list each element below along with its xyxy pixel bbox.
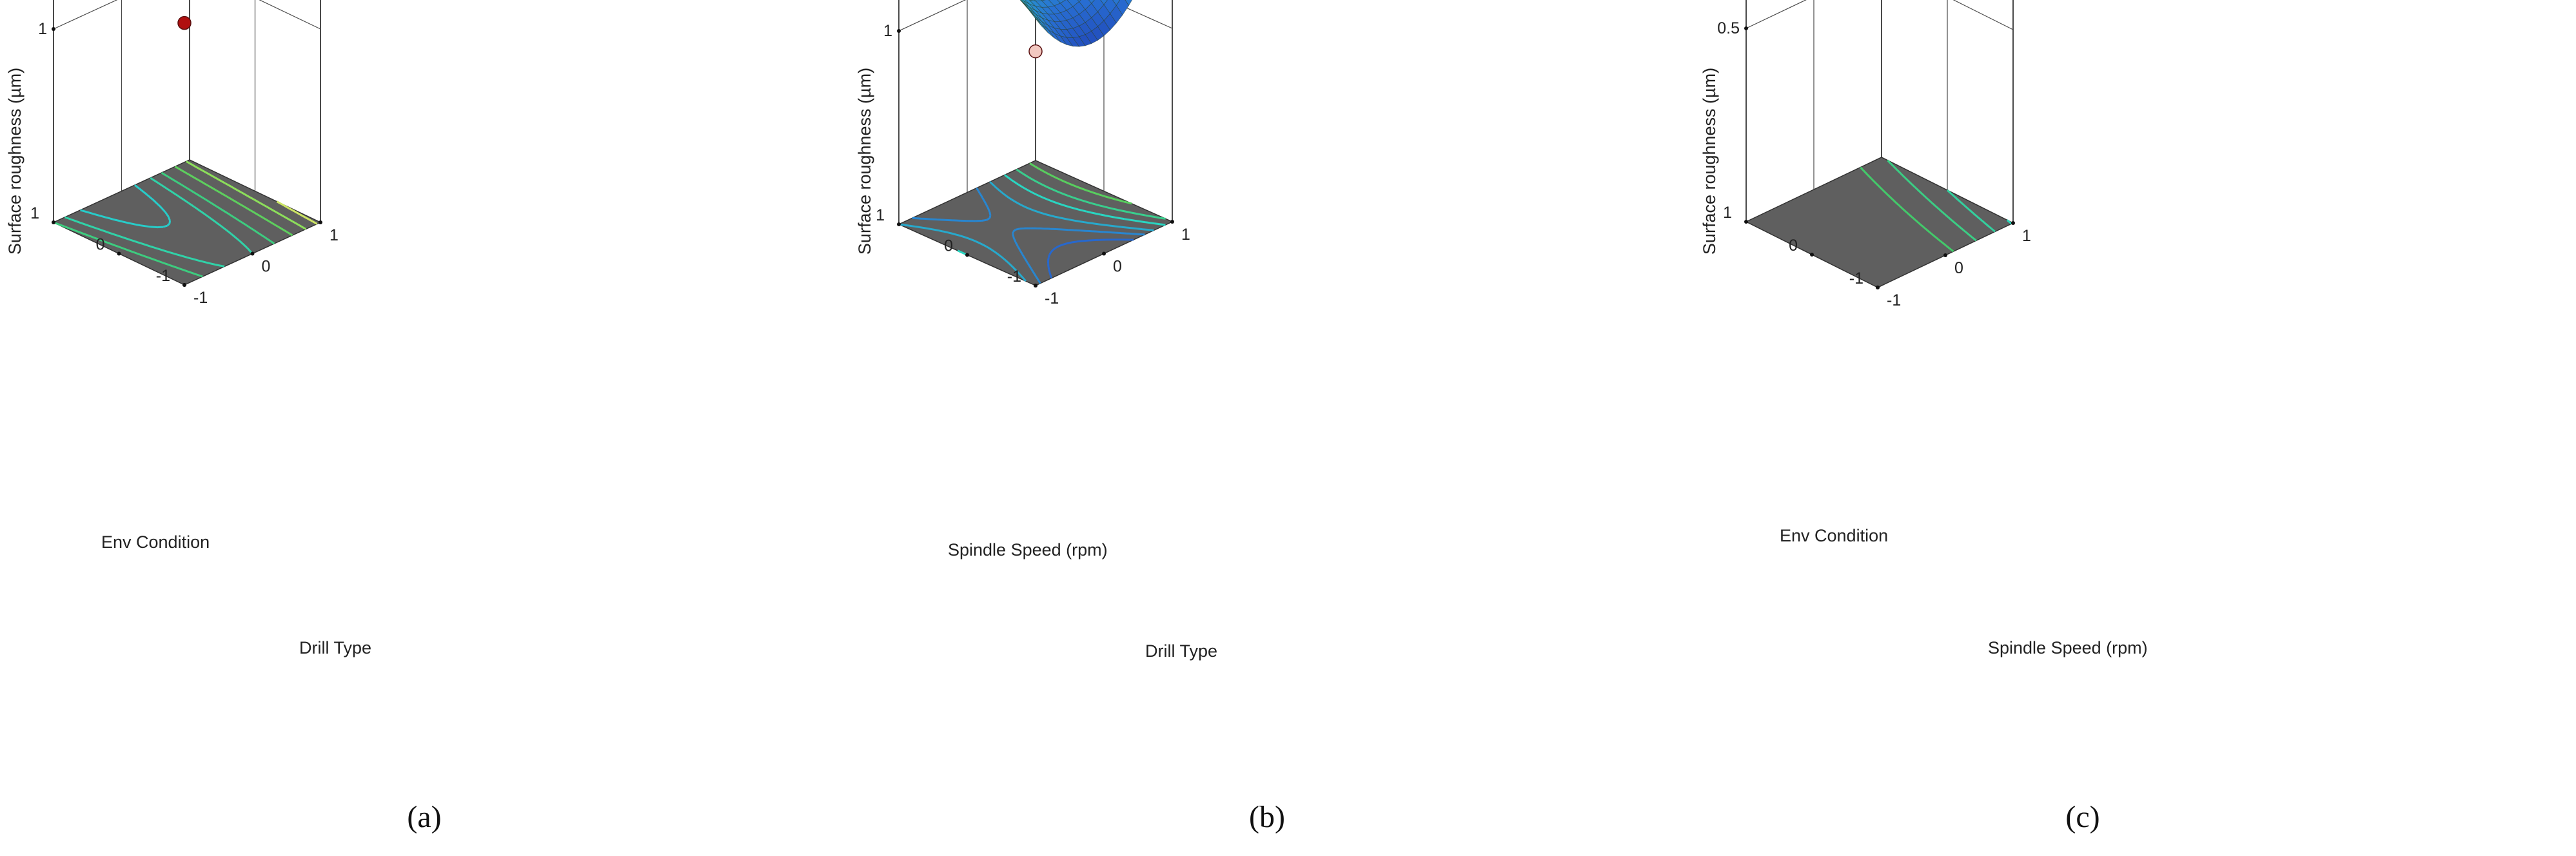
design-point xyxy=(1029,45,1042,58)
z-axis-label: Surface roughness (µm) xyxy=(1700,68,1719,255)
z-tick-label: 1 xyxy=(883,22,892,40)
y-tick-label: -1 xyxy=(1045,289,1059,307)
y-tick-label: 1 xyxy=(2022,227,2031,245)
wall-gridline xyxy=(1746,0,2013,30)
z-axis-label: Surface roughness (µm) xyxy=(855,68,874,255)
z-tick-label: 0.5 xyxy=(1717,19,1740,37)
contour-floor xyxy=(54,160,320,285)
x-tick-label: 0 xyxy=(944,237,953,255)
x-tick-label: 0 xyxy=(1789,237,1798,255)
x-tick-label: -1 xyxy=(1849,269,1863,287)
y-tick-mark xyxy=(251,252,255,256)
y-axis-label: Spindle Speed (rpm) xyxy=(1988,638,2148,657)
y-tick-label: -1 xyxy=(193,289,208,307)
x-tick-mark xyxy=(965,253,969,257)
x-axis-label: Env Condition xyxy=(101,532,210,552)
design-point xyxy=(178,17,191,30)
y-tick-mark xyxy=(1102,252,1106,256)
y-tick-label: 0 xyxy=(1954,259,1963,277)
y-tick-mark xyxy=(1034,284,1037,287)
x-tick-label: 1 xyxy=(876,206,885,224)
x-tick-label: -1 xyxy=(156,267,170,285)
z-tick-mark xyxy=(1744,26,1748,30)
x-tick-mark xyxy=(1810,253,1814,257)
y-axis-label: Drill Type xyxy=(1145,641,1217,661)
y-tick-mark xyxy=(1943,253,1947,257)
y-tick-mark xyxy=(319,220,322,224)
x-tick-mark xyxy=(1744,220,1748,224)
z-tick-mark xyxy=(52,27,55,31)
x-tick-mark xyxy=(897,222,901,226)
x-axis-label: Env Condition xyxy=(1780,526,1888,545)
y-tick-label: 1 xyxy=(1181,226,1190,244)
y-tick-mark xyxy=(182,283,186,287)
panel-caption: (c) xyxy=(2065,800,2099,834)
x-tick-mark xyxy=(52,220,55,224)
x-tick-label: -1 xyxy=(1007,268,1021,286)
x-tick-mark xyxy=(117,252,121,256)
contour-floor xyxy=(1746,157,2013,287)
y-tick-mark xyxy=(1876,286,1880,289)
y-tick-mark xyxy=(2011,221,2015,225)
x-tick-label: 0 xyxy=(96,236,105,254)
contour-floor xyxy=(899,160,1172,286)
x-tick-label: 1 xyxy=(1723,204,1732,222)
x-tick-label: 1 xyxy=(30,204,39,222)
panel-caption: (a) xyxy=(407,800,441,834)
z-tick-mark xyxy=(897,29,901,33)
x-axis-label: Spindle Speed (rpm) xyxy=(948,540,1108,559)
y-tick-label: -1 xyxy=(1887,291,1901,309)
y-axis-label: Drill Type xyxy=(299,638,371,657)
y-tick-mark xyxy=(1170,220,1174,224)
y-tick-label: 1 xyxy=(329,226,339,244)
y-tick-label: 0 xyxy=(262,258,271,276)
z-axis-label: Surface roughness (µm) xyxy=(5,68,25,255)
z-tick-label: 1 xyxy=(38,20,47,38)
panel-caption: (b) xyxy=(1249,800,1285,834)
y-tick-label: 0 xyxy=(1113,258,1122,276)
